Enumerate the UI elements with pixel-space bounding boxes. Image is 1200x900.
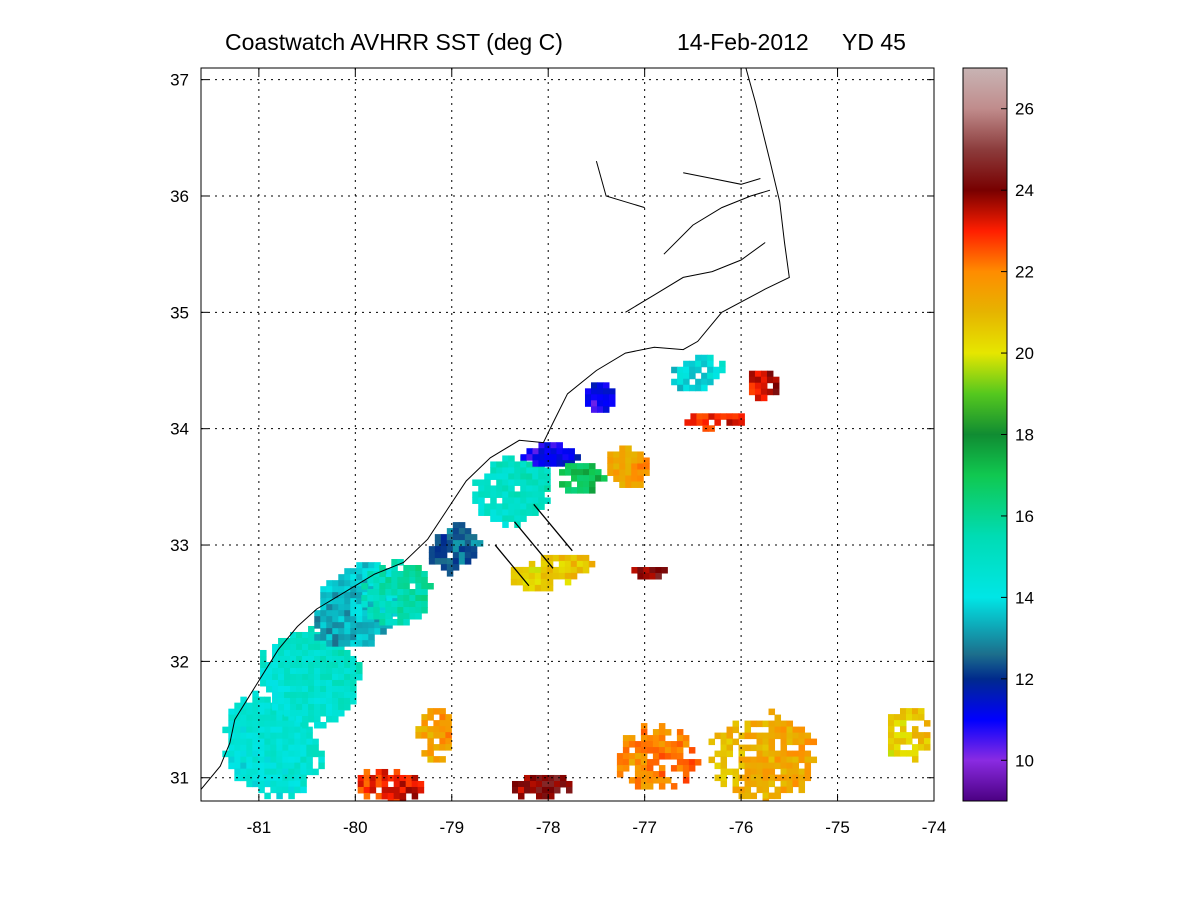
x-tick-label: -76: [729, 818, 754, 837]
y-tick-label: 37: [170, 71, 189, 90]
sst-region: [357, 768, 425, 801]
y-tick-label: 34: [170, 420, 189, 439]
x-tick-label: -80: [343, 818, 368, 837]
colorbar-tick-label: 26: [1015, 100, 1034, 119]
sst-region: [584, 382, 616, 413]
colorbar-tick-label: 18: [1015, 426, 1034, 445]
sst-region: [260, 625, 363, 729]
colorbar-tick-label: 10: [1015, 751, 1034, 770]
y-tick-label: 36: [170, 187, 189, 206]
sound-shoreline: [595, 160, 645, 209]
colorbar-tick-label: 22: [1015, 263, 1034, 282]
x-axis-ticks: -81 -80 -79 -78 -77 -76 -75 -74: [247, 68, 947, 837]
coastline: [201, 68, 790, 790]
sst-region: [428, 522, 484, 577]
colorbar-scale: [962, 67, 1008, 802]
title-text: Coastwatch AVHRR SST (deg C): [225, 29, 563, 55]
transect-line: [513, 521, 554, 569]
transect-line: [533, 503, 573, 552]
map-plot-area: [200, 67, 935, 802]
figure-title: Coastwatch AVHRR SST (deg C) 14-Feb-2012…: [225, 29, 906, 55]
sst-region: [520, 442, 581, 467]
sst-region: [361, 558, 434, 626]
colorbar-tick-label: 16: [1015, 507, 1034, 526]
coastline-path: [201, 68, 790, 790]
y-axis-ticks: 31 32 33 34 35 36 37: [170, 71, 934, 788]
transect-lines: [494, 503, 573, 587]
colorbar: 10 12 14 16 18 20 22 24 26: [962, 67, 1034, 802]
x-tick-label: -75: [825, 818, 850, 837]
sst-region: [671, 354, 726, 392]
y-tick-label: 32: [170, 652, 189, 671]
sound-shoreline: [625, 242, 766, 313]
sst-region: [631, 567, 668, 580]
y-tick-label: 31: [170, 769, 189, 788]
x-tick-label: -74: [922, 818, 947, 837]
title-date: 14-Feb-2012: [677, 29, 809, 55]
map-frame: [200, 67, 935, 802]
sst-region: [708, 708, 818, 801]
sound-shoreline: [663, 189, 771, 255]
y-tick-label: 33: [170, 536, 189, 555]
sst-region: [607, 445, 650, 488]
y-tick-label: 35: [170, 303, 189, 322]
sst-data-layer: [222, 354, 931, 801]
colorbar-ticks: 10 12 14 16 18 20 22 24 26: [1001, 100, 1034, 770]
x-tick-label: -79: [439, 818, 464, 837]
x-tick-label: -81: [247, 818, 272, 837]
colorbar-tick-label: 12: [1015, 670, 1034, 689]
sound-shoreline: [683, 172, 761, 185]
colorbar-tick-label: 24: [1015, 181, 1034, 200]
transect-line: [494, 544, 530, 587]
colorbar-tick-label: 20: [1015, 344, 1034, 363]
x-tick-label: -78: [536, 818, 561, 837]
sst-region: [748, 370, 780, 402]
sst-region: [616, 723, 702, 790]
colorbar-tick-label: 14: [1015, 588, 1034, 607]
x-tick-label: -77: [632, 818, 657, 837]
sst-region: [887, 708, 931, 763]
sst-region: [559, 463, 608, 494]
gridlines: [201, 68, 934, 801]
sst-region: [415, 708, 452, 763]
sst-region: [472, 455, 551, 528]
title-yearday: YD 45: [842, 29, 906, 55]
